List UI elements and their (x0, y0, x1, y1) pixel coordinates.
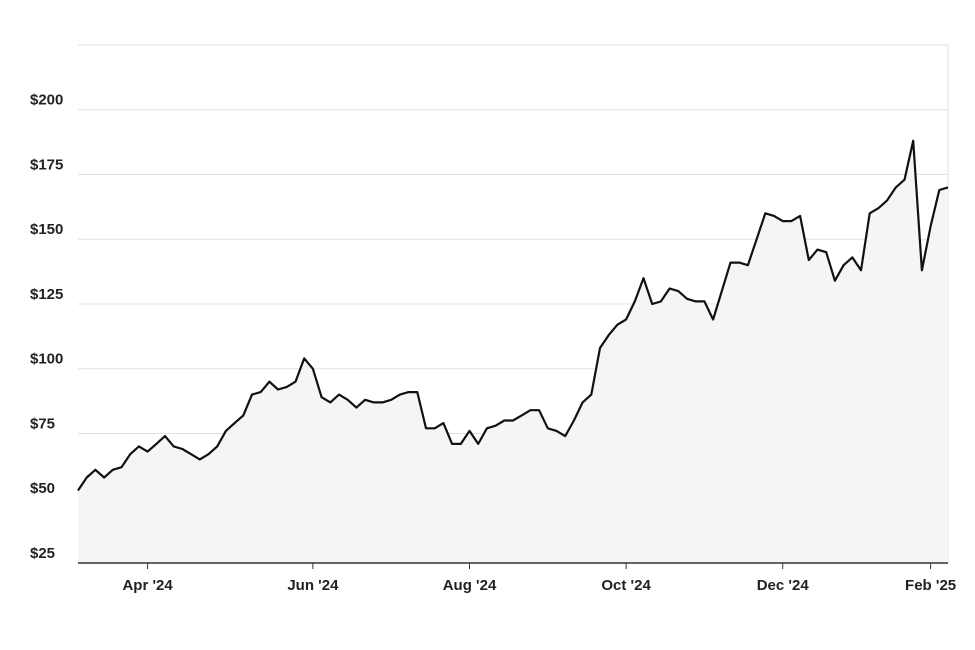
y-tick-label: $125 (30, 286, 63, 303)
y-tick-label: $25 (30, 545, 55, 562)
x-tick-label: Oct '24 (601, 577, 651, 594)
x-tick-label: Apr '24 (122, 577, 173, 594)
y-tick-label: $175 (30, 156, 63, 173)
area (78, 140, 948, 564)
y-tick-label: $100 (30, 351, 63, 368)
x-tick-label: Feb '25 (905, 577, 956, 594)
y-tick-label: $75 (30, 415, 55, 432)
y-tick-label: $200 (30, 92, 63, 109)
y-tick-label: $150 (30, 221, 63, 238)
y-tick-label: $50 (30, 480, 55, 497)
price-line (77, 139, 949, 492)
x-tick-label: Aug '24 (443, 577, 497, 594)
x-tick-label: Dec '24 (757, 577, 810, 594)
x-tick-label: Jun '24 (287, 577, 339, 594)
